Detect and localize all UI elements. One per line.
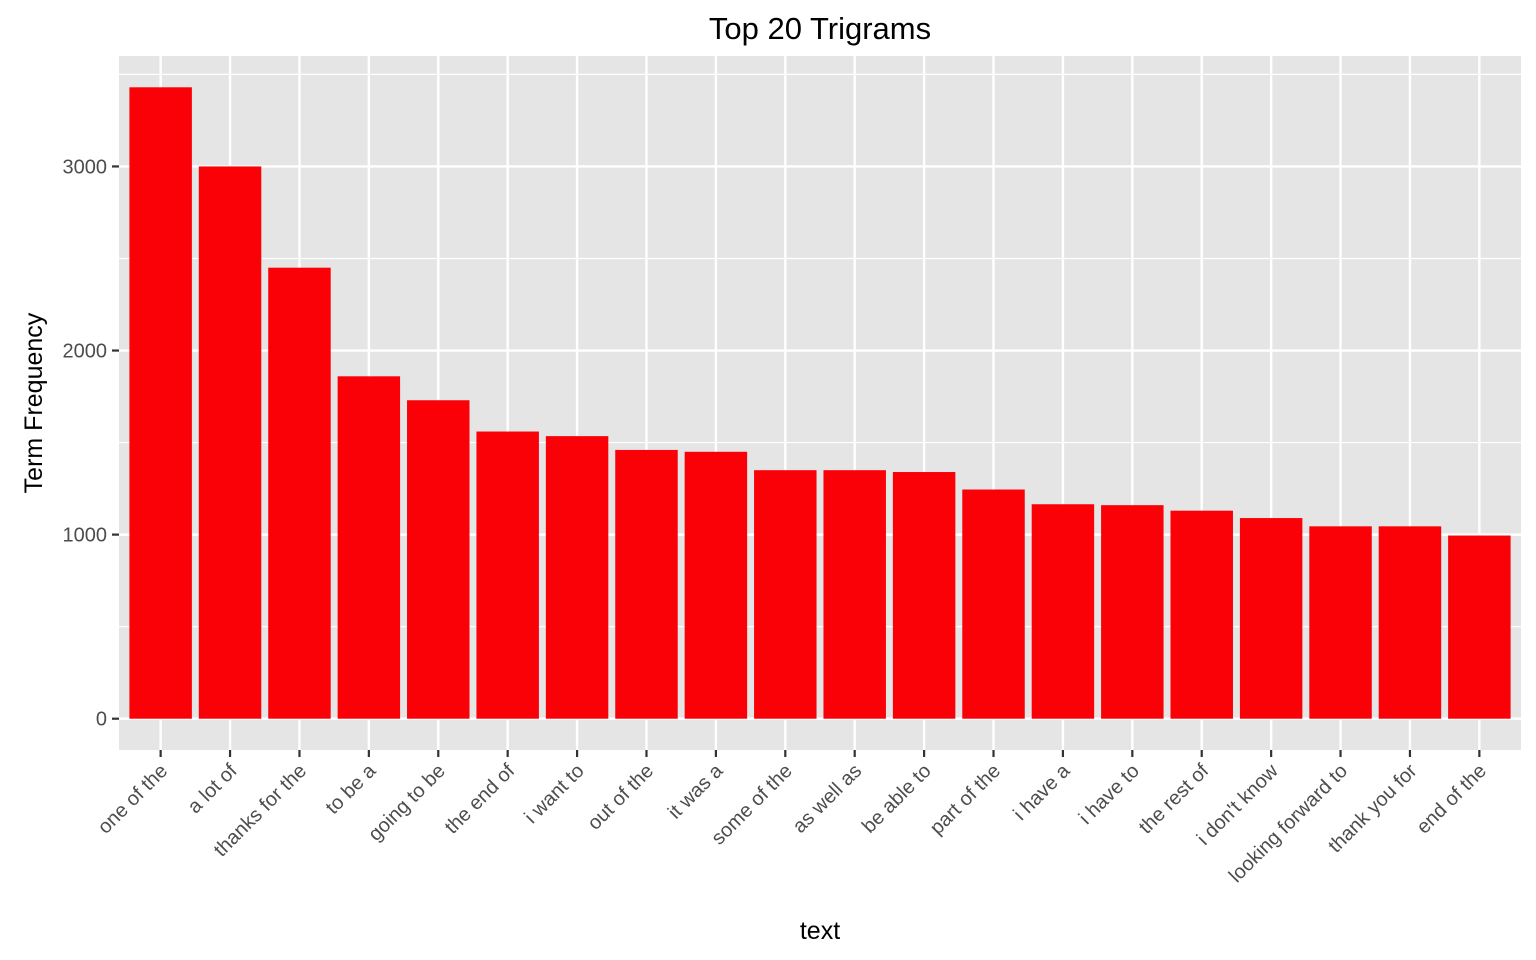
x-tick-label: i have a xyxy=(1009,759,1075,825)
x-tick-label: i want to xyxy=(520,760,588,828)
y-axis: 0 1000 2000 3000 xyxy=(63,156,119,731)
x-tick-label: out of the xyxy=(583,760,658,835)
x-tick-label: end of the xyxy=(1412,760,1490,838)
bar xyxy=(1101,505,1164,719)
x-tick-label: be able to xyxy=(858,760,936,838)
x-tick-label: it was a xyxy=(664,759,728,823)
bar xyxy=(545,436,609,719)
bar xyxy=(1031,504,1095,719)
bar xyxy=(1448,535,1511,719)
bar xyxy=(129,87,192,719)
x-tick-label: part of the xyxy=(926,760,1005,839)
bar xyxy=(407,400,470,719)
bar xyxy=(268,267,331,719)
x-tick-label: as well as xyxy=(789,760,867,838)
bar xyxy=(892,472,956,719)
bar xyxy=(1239,518,1303,719)
x-axis-title: text xyxy=(800,917,840,945)
y-tick-label: 3000 xyxy=(63,156,108,178)
bar xyxy=(1170,510,1233,719)
x-tick-label: to be a xyxy=(322,759,381,818)
x-tick-label: the end of xyxy=(441,760,520,839)
chart-title: Top 20 Trigrams xyxy=(709,11,931,46)
bar xyxy=(684,451,748,719)
x-tick-label: i have to xyxy=(1075,760,1144,829)
y-tick-label: 2000 xyxy=(63,341,108,363)
bars xyxy=(129,87,1511,719)
bar xyxy=(615,449,678,719)
bar xyxy=(962,489,1025,719)
bar xyxy=(754,470,817,719)
x-tick-label: a lot of xyxy=(184,760,242,818)
y-tick-label: 0 xyxy=(96,709,107,731)
bar xyxy=(1309,526,1372,719)
bar xyxy=(476,431,539,719)
x-tick-label: looking forward to xyxy=(1225,760,1352,887)
y-tick-label: 1000 xyxy=(63,525,108,547)
bar xyxy=(823,470,886,719)
x-tick-label: one of the xyxy=(94,760,172,838)
bar xyxy=(337,376,401,719)
bar xyxy=(198,166,262,719)
bar xyxy=(1378,526,1442,719)
y-axis-title: Term Frequency xyxy=(20,312,48,493)
